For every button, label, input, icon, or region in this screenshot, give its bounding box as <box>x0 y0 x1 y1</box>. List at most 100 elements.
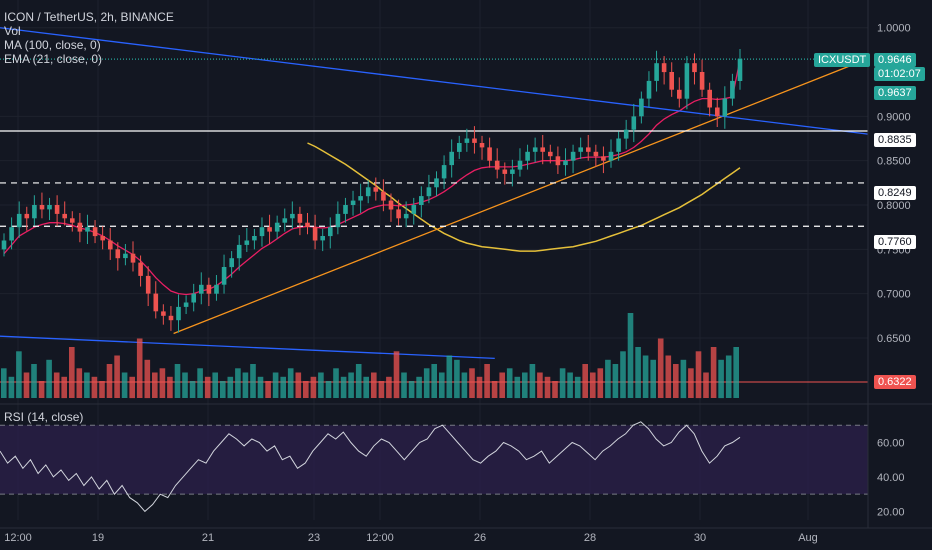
volume-bar-5 <box>38 381 45 398</box>
candle-body-27 <box>206 284 212 294</box>
candle-body-82 <box>623 129 629 139</box>
candle-body-72 <box>548 151 553 157</box>
volume-bar-60 <box>454 359 460 399</box>
candle-body-64 <box>487 147 492 161</box>
time-tick-0: 12:00 <box>4 532 32 544</box>
volume-bar-33 <box>250 364 256 398</box>
candle-body-53 <box>403 213 409 219</box>
volume-bar-62 <box>469 368 475 398</box>
candle-body-91 <box>692 63 697 73</box>
volume-bar-70 <box>529 364 536 398</box>
volume-bar-34 <box>257 376 264 399</box>
volume-bar-28 <box>212 372 218 398</box>
time-tick-1: 19 <box>92 532 104 544</box>
volume-bar-45 <box>340 376 347 399</box>
volume-bar-94 <box>710 347 717 398</box>
price-tick-2: 0.8500 <box>877 156 911 168</box>
volume-bar-52 <box>393 351 400 399</box>
volume-bar-14 <box>106 364 113 398</box>
candle-body-3 <box>24 213 30 219</box>
time-tick-6: 28 <box>584 532 596 544</box>
ema-label[interactable]: EMA (21, close, 0) <box>4 52 103 66</box>
price-tag: 0.9646 <box>874 53 916 67</box>
volume-bar-57 <box>431 364 437 398</box>
candle-body-15 <box>115 249 121 259</box>
volume-bar-20 <box>152 372 158 398</box>
candle-body-94 <box>715 107 720 117</box>
volume-bar-75 <box>567 372 573 398</box>
candle-body-51 <box>388 200 394 210</box>
candle-body-52 <box>396 209 401 219</box>
candle-body-87 <box>661 63 667 73</box>
candle-body-29 <box>221 267 227 285</box>
candle-body-67 <box>510 169 515 174</box>
volume-bar-9 <box>69 347 75 398</box>
volume-bar-72 <box>544 376 551 399</box>
volume-bar-35 <box>265 381 271 398</box>
candle-body-77 <box>586 147 591 152</box>
volume-bar-36 <box>272 372 279 398</box>
ema-21-path <box>3 59 741 296</box>
volume-bar-68 <box>514 376 521 399</box>
symbol-title[interactable]: ICON / TetherUS, 2h, BINANCE <box>4 10 174 24</box>
candle-body-96 <box>730 80 735 99</box>
volume-bar-48 <box>363 376 369 399</box>
volume-bar-21 <box>159 368 166 398</box>
ema-21-line <box>3 59 741 296</box>
candle-body-57 <box>434 178 439 188</box>
candle-body-79 <box>601 156 606 161</box>
volume-bar-61 <box>461 372 468 398</box>
rsi-band <box>0 425 868 495</box>
countdown-tag: 01:02:07 <box>874 67 925 81</box>
volume-bar-42 <box>318 372 324 398</box>
ema-tag: 0.9637 <box>874 86 916 100</box>
volume-bar-43 <box>325 381 332 398</box>
candle-body-32 <box>244 240 250 245</box>
volume-bar-0 <box>1 368 7 398</box>
volume-bar-29 <box>220 381 226 398</box>
candle-body-24 <box>183 302 189 307</box>
candle-body-56 <box>426 187 432 197</box>
candle-body-2 <box>16 213 22 228</box>
candle-body-14 <box>108 240 113 250</box>
candle-body-42 <box>320 236 325 241</box>
candle-body-7 <box>54 205 60 214</box>
ma-label[interactable]: MA (100, close, 0) <box>4 38 101 52</box>
volume-bar-4 <box>31 364 37 398</box>
chart-legend: ICON / TetherUS, 2h, BINANCE Vol MA (100… <box>4 10 174 66</box>
volume-bar-38 <box>287 368 294 398</box>
volume-bar-92 <box>695 351 702 399</box>
volume-bar-16 <box>121 372 128 398</box>
price-tick-6: 0.6500 <box>877 333 911 345</box>
volume-bar-89 <box>673 364 679 398</box>
ma-100-path <box>307 142 741 252</box>
level-low-tag: 0.7760 <box>874 235 916 249</box>
volume-bar-2 <box>16 351 22 399</box>
candle-body-73 <box>555 156 561 166</box>
volume-bar-86 <box>650 359 656 399</box>
volume-bar-64 <box>484 364 490 398</box>
candle-body-12 <box>92 227 98 237</box>
candle-body-80 <box>608 151 614 161</box>
candle-body-89 <box>677 89 682 99</box>
candle-body-76 <box>578 147 583 152</box>
volume-bar-93 <box>703 372 709 398</box>
level-top-tag: 0.8835 <box>874 133 916 147</box>
volume-bar-8 <box>61 376 67 399</box>
volume-bar-58 <box>439 372 445 398</box>
candle-body-44 <box>335 213 341 228</box>
candle-body-55 <box>419 196 424 205</box>
candle-body-66 <box>502 169 508 174</box>
candle-body-75 <box>570 151 576 161</box>
volume-bar-50 <box>378 381 385 398</box>
candle-body-41 <box>312 227 318 241</box>
vol-label[interactable]: Vol <box>4 24 21 38</box>
volume-bar-39 <box>295 372 302 398</box>
rsi-label[interactable]: RSI (14, close) <box>4 410 84 424</box>
candle-body-30 <box>229 258 234 268</box>
volume-bar-25 <box>189 381 196 398</box>
volume-bar-87 <box>657 338 664 398</box>
candle-body-85 <box>646 80 652 99</box>
volume-bar-71 <box>537 372 543 398</box>
